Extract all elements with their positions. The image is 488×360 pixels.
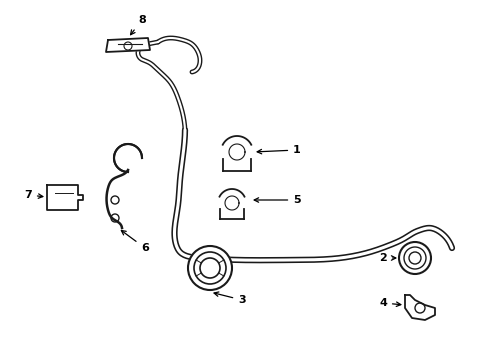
Polygon shape	[398, 242, 430, 274]
Polygon shape	[47, 185, 83, 210]
Text: 6: 6	[121, 230, 149, 253]
Polygon shape	[404, 295, 434, 320]
Polygon shape	[106, 38, 150, 52]
Polygon shape	[114, 144, 142, 172]
Text: 4: 4	[378, 298, 400, 308]
Text: 2: 2	[378, 253, 395, 263]
Text: 7: 7	[24, 190, 43, 200]
Polygon shape	[187, 246, 231, 290]
Text: 1: 1	[257, 145, 300, 155]
Text: 3: 3	[214, 292, 245, 305]
Text: 8: 8	[130, 15, 145, 35]
Text: 5: 5	[254, 195, 300, 205]
